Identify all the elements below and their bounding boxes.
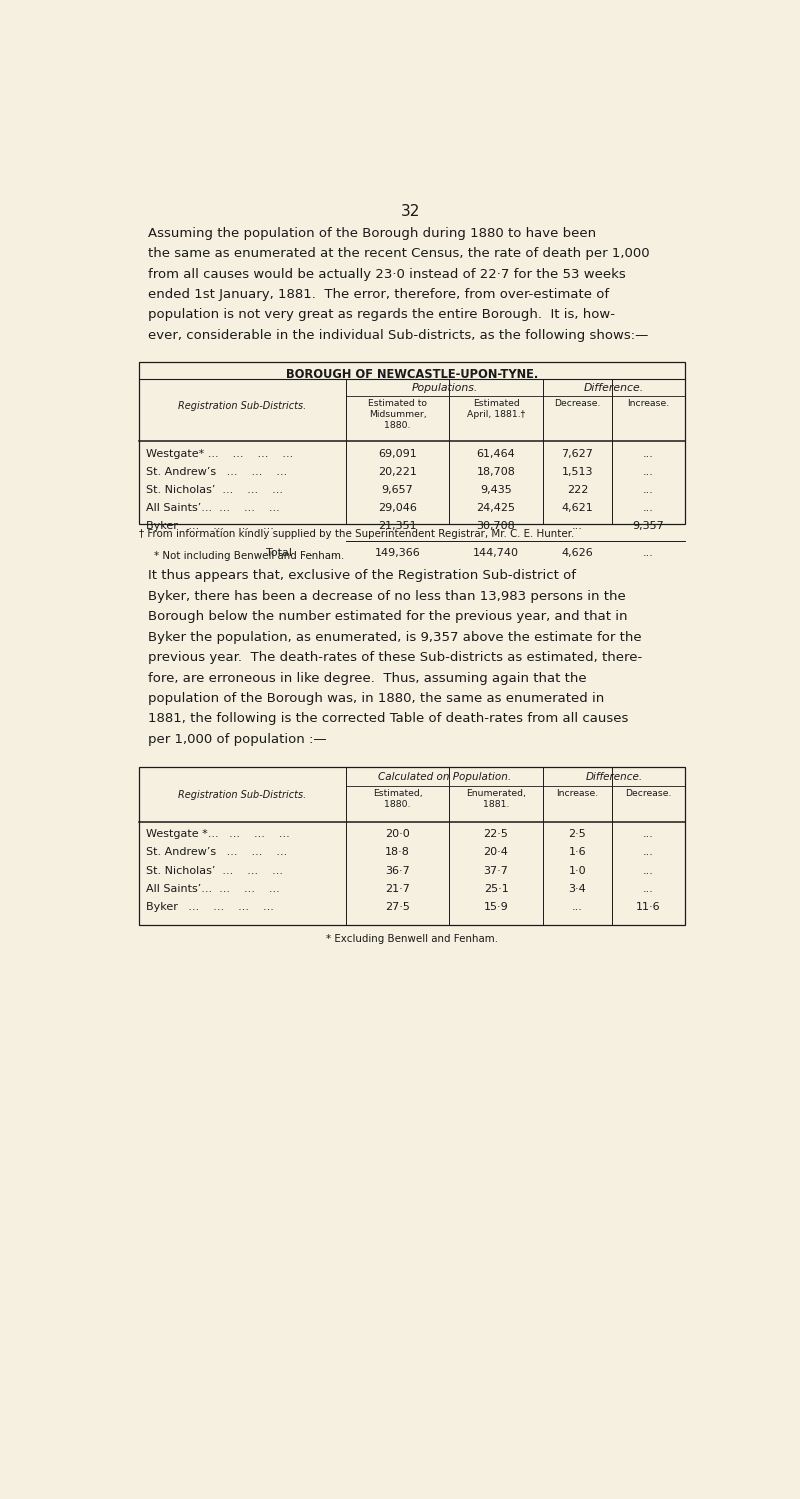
Text: per 1,000 of population :—: per 1,000 of population :—: [148, 733, 326, 745]
Text: 222: 222: [566, 484, 588, 495]
Text: Enumerated,
1881.: Enumerated, 1881.: [466, 790, 526, 809]
Text: Estimated
April, 1881.†: Estimated April, 1881.†: [467, 399, 525, 420]
Text: population of the Borough was, in 1880, the same as enumerated in: population of the Borough was, in 1880, …: [148, 693, 604, 705]
Text: 9,657: 9,657: [382, 484, 414, 495]
Text: ...: ...: [643, 829, 654, 839]
Text: 18·8: 18·8: [385, 847, 410, 857]
Text: 15·9: 15·9: [484, 902, 509, 911]
Text: Decrease.: Decrease.: [625, 790, 671, 799]
Text: Increase.: Increase.: [627, 399, 670, 408]
Text: 36·7: 36·7: [386, 865, 410, 875]
Text: * Excluding Benwell and Fenham.: * Excluding Benwell and Fenham.: [326, 934, 498, 944]
Text: BOROUGH OF NEWCASTLE-UPON-TYNE.: BOROUGH OF NEWCASTLE-UPON-TYNE.: [286, 367, 538, 381]
Text: 27·5: 27·5: [385, 902, 410, 911]
Text: previous year.  The death-rates of these Sub-districts as estimated, there-: previous year. The death-rates of these …: [148, 651, 642, 664]
Text: from all causes would be actually 23·0 instead of 22·7 for the 53 weeks: from all causes would be actually 23·0 i…: [148, 268, 626, 280]
Text: Registration Sub-Districts.: Registration Sub-Districts.: [178, 790, 306, 800]
Text: Byker, there has been a decrease of no less than 13,983 persons in the: Byker, there has been a decrease of no l…: [148, 591, 626, 603]
Text: Byker   ...    ...    ...    ...: Byker ... ... ... ...: [146, 522, 274, 531]
Text: Assuming the population of the Borough during 1880 to have been: Assuming the population of the Borough d…: [148, 226, 596, 240]
Text: ...: ...: [643, 466, 654, 477]
Text: ended 1st January, 1881.  The error, therefore, from over-estimate of: ended 1st January, 1881. The error, ther…: [148, 288, 609, 301]
Text: 29,046: 29,046: [378, 502, 417, 513]
Text: Increase.: Increase.: [556, 790, 598, 799]
Text: It thus appears that, exclusive of the Registration Sub-district of: It thus appears that, exclusive of the R…: [148, 570, 576, 583]
Text: 149,366: 149,366: [374, 549, 421, 558]
Text: 32: 32: [400, 204, 420, 219]
Text: Populations.: Populations.: [412, 384, 478, 393]
Text: Byker   ...    ...    ...    ...: Byker ... ... ... ...: [146, 902, 274, 911]
Text: Borough below the number estimated for the previous year, and that in: Borough below the number estimated for t…: [148, 610, 627, 624]
Text: 4,621: 4,621: [562, 502, 594, 513]
Text: 1,513: 1,513: [562, 466, 593, 477]
Text: 20,221: 20,221: [378, 466, 417, 477]
Text: 1·0: 1·0: [569, 865, 586, 875]
Text: St. Nicholas’  ...    ...    ...: St. Nicholas’ ... ... ...: [146, 484, 283, 495]
Text: St. Andrew’s   ...    ...    ...: St. Andrew’s ... ... ...: [146, 847, 288, 857]
Text: population is not very great as regards the entire Borough.  It is, how-: population is not very great as regards …: [148, 309, 615, 321]
Text: 61,464: 61,464: [477, 448, 515, 459]
Text: * Not including Benwell and Fenham.: * Not including Benwell and Fenham.: [154, 552, 345, 561]
Text: ...: ...: [572, 902, 583, 911]
Text: 2·5: 2·5: [569, 829, 586, 839]
Text: the same as enumerated at the recent Census, the rate of death per 1,000: the same as enumerated at the recent Cen…: [148, 247, 650, 261]
Text: 30,708: 30,708: [477, 522, 515, 531]
Text: ...: ...: [643, 865, 654, 875]
Text: ...: ...: [643, 448, 654, 459]
Text: fore, are erroneous in like degree.  Thus, assuming again that the: fore, are erroneous in like degree. Thus…: [148, 672, 586, 685]
Text: ...: ...: [643, 549, 654, 558]
Text: Estimated to
Midsummer,
1880.: Estimated to Midsummer, 1880.: [368, 399, 427, 430]
Text: 144,740: 144,740: [473, 549, 519, 558]
Text: 1·6: 1·6: [569, 847, 586, 857]
Text: ...: ...: [643, 484, 654, 495]
Text: ever, considerable in the individual Sub-districts, as the following shows:—: ever, considerable in the individual Sub…: [148, 328, 649, 342]
Text: 69,091: 69,091: [378, 448, 417, 459]
Text: Total   ...    ...: Total ... ...: [266, 549, 338, 558]
Text: 21,351: 21,351: [378, 522, 417, 531]
Text: ...: ...: [643, 847, 654, 857]
Text: All Saints’...  ...    ...    ...: All Saints’... ... ... ...: [146, 883, 280, 893]
Text: 37·7: 37·7: [483, 865, 509, 875]
Text: St. Andrew’s   ...    ...    ...: St. Andrew’s ... ... ...: [146, 466, 288, 477]
Text: ...: ...: [643, 883, 654, 893]
Text: Calculated on Population.: Calculated on Population.: [378, 772, 511, 782]
Text: 9,435: 9,435: [480, 484, 512, 495]
Text: ...: ...: [643, 502, 654, 513]
Text: 9,357: 9,357: [633, 522, 664, 531]
Text: Westgate *...   ...    ...    ...: Westgate *... ... ... ...: [146, 829, 290, 839]
Text: Decrease.: Decrease.: [554, 399, 601, 408]
Text: 25·1: 25·1: [484, 883, 509, 893]
Text: ...: ...: [572, 522, 583, 531]
Text: 24,425: 24,425: [477, 502, 515, 513]
Text: 7,627: 7,627: [562, 448, 594, 459]
Text: 11·6: 11·6: [636, 902, 661, 911]
Text: All Saints’...  ...    ...    ...: All Saints’... ... ... ...: [146, 502, 280, 513]
Text: † From information kindly supplied by the Superintendent Registrar, Mr. C. E. Hu: † From information kindly supplied by th…: [138, 529, 574, 540]
Text: St. Nicholas’  ...    ...    ...: St. Nicholas’ ... ... ...: [146, 865, 283, 875]
Text: Estimated,
1880.: Estimated, 1880.: [373, 790, 422, 809]
Text: Westgate* ...    ...    ...    ...: Westgate* ... ... ... ...: [146, 448, 294, 459]
Text: Registration Sub-Districts.: Registration Sub-Districts.: [178, 400, 306, 411]
Text: 4,626: 4,626: [562, 549, 594, 558]
Text: 22·5: 22·5: [483, 829, 509, 839]
Text: Difference.: Difference.: [584, 384, 644, 393]
Text: 18,708: 18,708: [477, 466, 515, 477]
Text: 20·4: 20·4: [483, 847, 509, 857]
Text: 3·4: 3·4: [569, 883, 586, 893]
Text: 21·7: 21·7: [385, 883, 410, 893]
Text: 20·0: 20·0: [386, 829, 410, 839]
Text: Byker the population, as enumerated, is 9,357 above the estimate for the: Byker the population, as enumerated, is …: [148, 631, 642, 643]
Text: Difference.: Difference.: [586, 772, 642, 782]
Text: 1881, the following is the corrected Table of death-rates from all causes: 1881, the following is the corrected Tab…: [148, 712, 629, 726]
